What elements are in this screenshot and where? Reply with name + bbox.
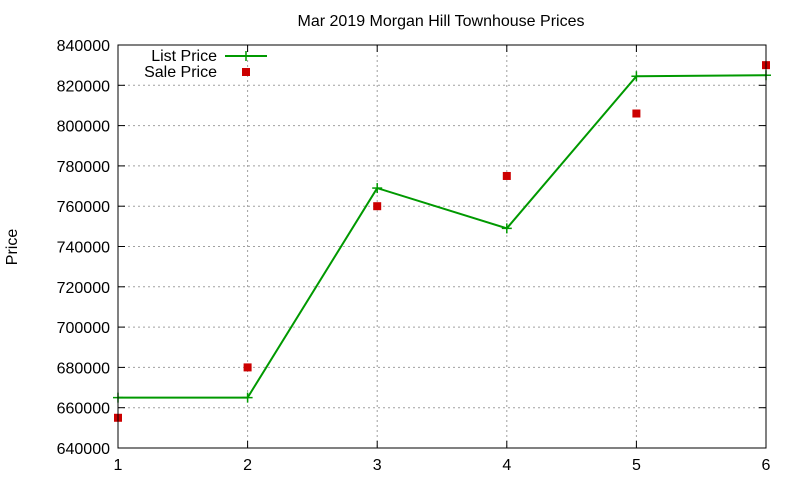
list-price-point (372, 183, 383, 194)
x-tick-label: 4 (502, 457, 511, 474)
y-tick-label: 660000 (57, 401, 110, 418)
grid (118, 45, 766, 448)
legend-label-list-price: List Price (151, 48, 217, 65)
y-tick-label: 760000 (57, 199, 110, 216)
series (113, 61, 771, 422)
axis-ticks: 640000 660000 680000 700000 720000 740000 7600… (57, 38, 771, 474)
list-price-point (242, 392, 253, 403)
sale-price-point (373, 202, 382, 211)
y-tick-label: 820000 (57, 78, 110, 95)
x-tick-label: 5 (632, 457, 641, 474)
y-axis-label: Price (4, 229, 21, 266)
y-tick-label: 720000 (57, 280, 110, 297)
x-tick-label: 3 (373, 457, 382, 474)
y-tick-label: 740000 (57, 240, 110, 257)
y-tick-label: 780000 (57, 159, 110, 176)
legend-label-sale-price: Sale Price (144, 64, 217, 81)
legend-marker-list-price (241, 51, 251, 61)
list-price-line (118, 74, 767, 399)
sale-price-point (243, 363, 252, 372)
y-tick-label: 800000 (57, 119, 110, 136)
y-tick-label: 700000 (57, 320, 110, 337)
plot-border (117, 44, 767, 449)
y-tick-label: 840000 (57, 38, 110, 55)
y-tick-label: 680000 (57, 360, 110, 377)
list-price-point (501, 223, 512, 234)
list-price-point (631, 71, 642, 82)
x-tick-label: 2 (243, 457, 252, 474)
x-tick-label: 1 (114, 457, 123, 474)
y-tick-label: 640000 (57, 441, 110, 458)
legend-marker-sale-price (242, 68, 250, 76)
chart-title: Mar 2019 Morgan Hill Townhouse Prices (298, 13, 585, 30)
sale-price-point (502, 171, 511, 180)
sale-price-point (632, 109, 641, 118)
x-tick-label: 6 (762, 457, 771, 474)
